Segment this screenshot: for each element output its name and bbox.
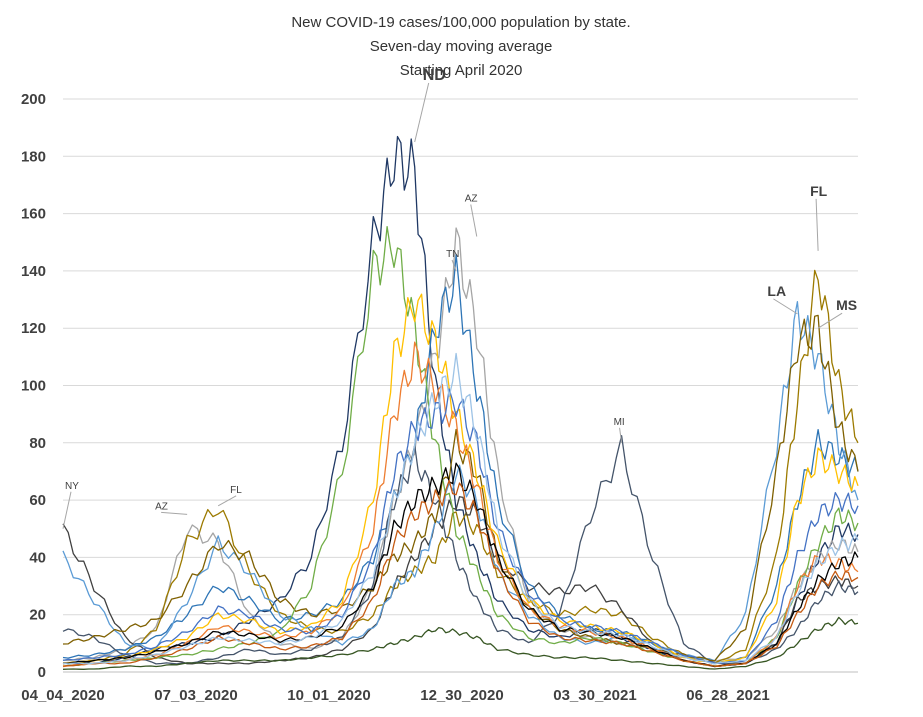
annotation-label-az-5: AZ xyxy=(155,501,168,512)
y-tick-label-20: 20 xyxy=(29,607,46,624)
annotation-label-ms-9: MS xyxy=(836,297,857,313)
annotation-leader-2 xyxy=(470,204,478,237)
annotation-label-mi-3: MI xyxy=(614,417,625,428)
x-tick-label-5: 06_28_2021 xyxy=(686,687,769,704)
annotation-leader-9 xyxy=(817,312,843,329)
annotation-leader-8 xyxy=(773,298,798,315)
series-line-state-8 xyxy=(62,225,859,668)
chart-title-line-3: Starting April 2020 xyxy=(400,62,523,79)
series-line-state-13 xyxy=(62,616,859,670)
series-line-state-12 xyxy=(62,462,859,668)
series-line-state-11 xyxy=(62,388,859,664)
chart-title-line-1: New COVID-19 cases/100,000 population by… xyxy=(291,14,630,31)
y-tick-label-100: 100 xyxy=(21,378,46,395)
chart-title: New COVID-19 cases/100,000 population by… xyxy=(291,14,630,79)
x-axis-tick-labels: 04_04_2020 07_03_2020 10_01_2020 12_30_2020… xyxy=(21,687,769,704)
annotation-leader-0 xyxy=(414,82,430,143)
annotation-label-ny-4: NY xyxy=(65,481,79,492)
annotation-leader-7 xyxy=(815,198,819,251)
series-line-tn xyxy=(62,253,859,665)
y-tick-label-200: 200 xyxy=(21,91,46,108)
y-tick-label-180: 180 xyxy=(21,148,46,165)
series-line-ny xyxy=(62,496,859,667)
y-tick-label-120: 120 xyxy=(21,320,46,337)
annotation-label-az-2: AZ xyxy=(465,194,478,205)
chart-title-line-2: Seven-day moving average xyxy=(370,38,553,55)
annotation-label-tn-1: TN xyxy=(446,249,459,260)
series-line-state-15 xyxy=(62,352,859,665)
annotation-leader-3 xyxy=(619,427,623,443)
annotation-label-nd-0: ND xyxy=(423,67,446,84)
annotation-label-la-8: LA xyxy=(767,283,786,299)
series-line-ms xyxy=(62,314,859,662)
annotation-label-fl-7: FL xyxy=(810,183,828,199)
x-tick-label-4: 03_30_2021 xyxy=(553,687,636,704)
series-line-la xyxy=(62,301,859,662)
y-tick-label-40: 40 xyxy=(29,549,46,566)
x-tick-label-3: 12_30_2020 xyxy=(420,687,503,704)
annotation-leader-5 xyxy=(161,511,188,515)
annotation-label-fl-6: FL xyxy=(230,485,242,496)
state-annotations: ND TN AZ MI NY AZ FL FL LA MS xyxy=(62,67,857,529)
y-tick-label-60: 60 xyxy=(29,492,46,509)
annotation-leader-6 xyxy=(217,495,237,507)
y-tick-label-0: 0 xyxy=(38,664,46,681)
series-line-state-14 xyxy=(62,479,859,667)
y-tick-label-140: 140 xyxy=(21,263,46,280)
y-axis-tick-labels: 0 20 40 60 80 100 120 140 160 180 200 xyxy=(21,91,46,681)
x-tick-label-0: 04_04_2020 xyxy=(21,687,104,704)
y-tick-label-80: 80 xyxy=(29,435,46,452)
series-line-nd xyxy=(62,135,859,667)
series-lines xyxy=(62,135,859,670)
annotation-leader-1 xyxy=(451,259,457,272)
y-tick-label-160: 160 xyxy=(21,206,46,223)
x-tick-label-2: 10_01_2020 xyxy=(287,687,370,704)
x-tick-label-1: 07_03_2020 xyxy=(154,687,237,704)
annotation-leader-4 xyxy=(62,491,72,529)
